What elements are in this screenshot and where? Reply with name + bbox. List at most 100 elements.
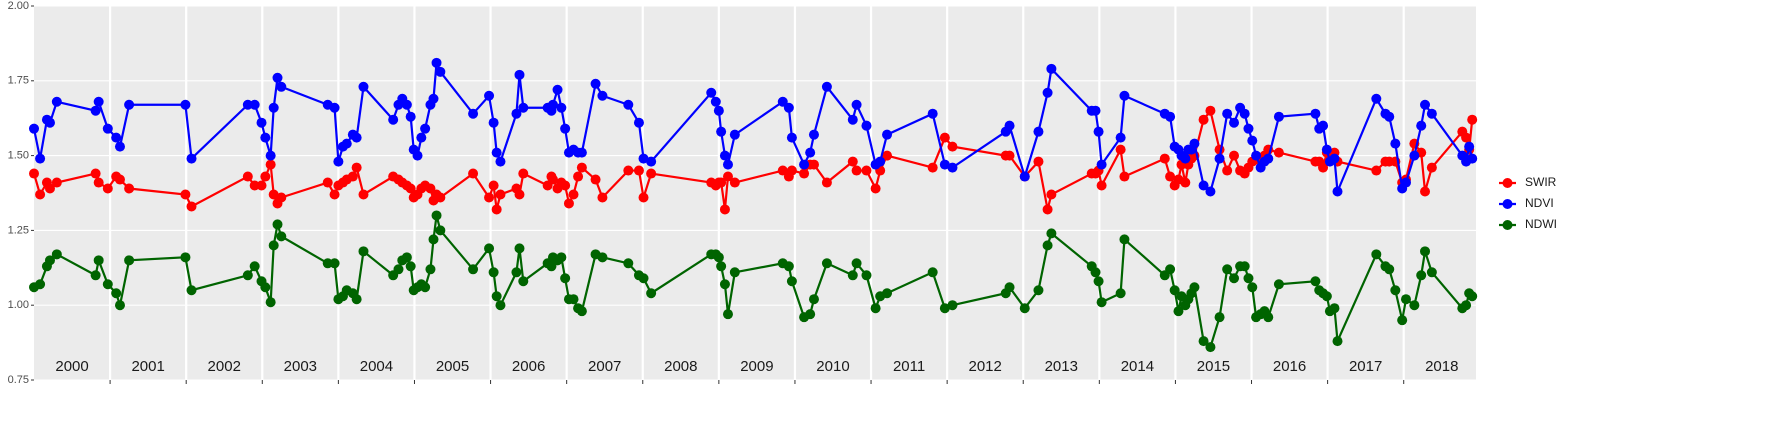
point — [484, 243, 495, 254]
point — [1467, 114, 1478, 125]
point — [514, 243, 525, 254]
year-label: 2010 — [816, 358, 849, 375]
point — [861, 270, 872, 281]
point — [276, 81, 287, 92]
point — [1033, 156, 1044, 167]
point — [568, 189, 579, 200]
point — [646, 168, 657, 179]
point — [268, 240, 279, 251]
point — [1310, 108, 1321, 119]
point — [1004, 120, 1015, 131]
year-label: 2008 — [664, 358, 697, 375]
point — [633, 117, 644, 128]
point — [1019, 171, 1030, 182]
point — [249, 99, 260, 110]
legend-marker — [1502, 199, 1513, 209]
point — [1318, 162, 1329, 173]
point — [358, 81, 369, 92]
point — [431, 210, 442, 221]
point — [1329, 153, 1340, 164]
point — [576, 147, 587, 158]
point — [1384, 264, 1395, 275]
point — [435, 225, 446, 236]
point — [260, 282, 271, 293]
point — [1229, 150, 1240, 161]
point — [420, 282, 431, 293]
point — [1247, 135, 1258, 146]
point — [1371, 93, 1382, 104]
point — [1409, 300, 1420, 311]
point — [870, 183, 881, 194]
point — [488, 117, 499, 128]
point — [511, 267, 522, 278]
point — [851, 165, 862, 176]
point — [114, 300, 125, 311]
point — [102, 279, 113, 290]
point — [1251, 150, 1262, 161]
point — [276, 231, 287, 242]
point — [1321, 144, 1332, 155]
point — [180, 189, 191, 200]
point — [799, 168, 810, 179]
point — [1461, 132, 1472, 143]
point — [1214, 312, 1225, 323]
point — [576, 162, 587, 173]
point — [1384, 111, 1395, 122]
point — [1239, 261, 1250, 272]
point — [260, 171, 271, 182]
point — [927, 162, 938, 173]
point — [491, 147, 502, 158]
point — [358, 246, 369, 257]
point — [1420, 99, 1431, 110]
point — [1243, 273, 1254, 284]
point — [1222, 165, 1233, 176]
point — [1214, 153, 1225, 164]
point — [1096, 180, 1107, 191]
point — [623, 258, 634, 269]
point — [93, 177, 104, 188]
point — [180, 252, 191, 263]
point — [1205, 186, 1216, 197]
point — [1046, 189, 1057, 200]
point — [518, 168, 529, 179]
point — [322, 177, 333, 188]
point — [560, 123, 571, 134]
point — [851, 99, 862, 110]
point — [186, 153, 197, 164]
point — [1426, 162, 1437, 173]
legend-marker — [1502, 178, 1513, 188]
point — [861, 120, 872, 131]
point — [777, 96, 788, 107]
point — [180, 99, 191, 110]
point — [786, 165, 797, 176]
point — [597, 90, 608, 101]
point — [435, 192, 446, 203]
point — [435, 66, 446, 77]
legend-label: NDWI — [1525, 217, 1557, 231]
point — [401, 99, 412, 110]
point — [623, 165, 634, 176]
point — [393, 264, 404, 275]
point — [719, 279, 730, 290]
point — [805, 309, 816, 320]
point — [1093, 126, 1104, 137]
point — [597, 252, 608, 263]
point — [265, 150, 276, 161]
point — [638, 273, 649, 284]
point — [242, 99, 253, 110]
point — [623, 99, 634, 110]
point — [1093, 276, 1104, 287]
year-label: 2006 — [512, 358, 545, 375]
point — [722, 171, 733, 182]
point — [431, 57, 442, 68]
point — [808, 129, 819, 140]
legend-label: NDVI — [1525, 196, 1554, 210]
point — [491, 291, 502, 302]
point — [777, 165, 788, 176]
point — [1409, 150, 1420, 161]
point — [1416, 120, 1427, 131]
point — [729, 267, 740, 278]
point — [1464, 141, 1475, 152]
point — [1004, 150, 1015, 161]
